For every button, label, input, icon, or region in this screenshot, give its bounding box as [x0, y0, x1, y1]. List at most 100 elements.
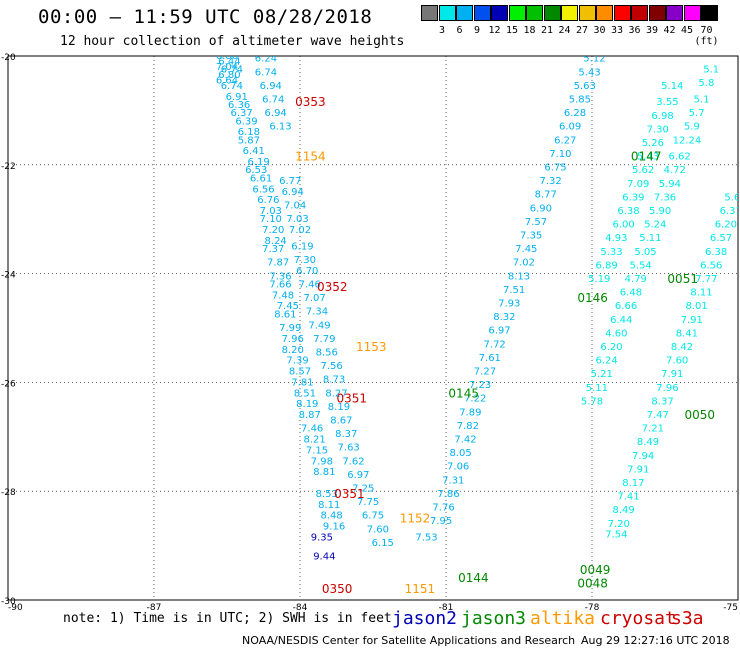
legend-swatch — [631, 5, 648, 21]
legend-swatch — [473, 5, 491, 21]
wave-height-value: 7.98 — [311, 456, 333, 467]
pass-time-label: 0352 — [317, 280, 348, 294]
pass-time-label: 1154 — [295, 150, 326, 164]
wave-height-value: 7.60 — [367, 524, 389, 535]
wave-height-value: 9.35 — [311, 532, 333, 543]
wave-height-value: 7.60 — [666, 356, 688, 367]
legend-label: 45 — [680, 25, 694, 36]
wave-height-value: 7.48 — [272, 290, 294, 301]
wave-height-value: 5.24 — [644, 220, 666, 231]
wave-height-value: 6.75 — [544, 163, 566, 174]
wave-height-value: 6.74 — [221, 81, 243, 92]
wave-height-value: 8.32 — [493, 312, 515, 323]
wave-height-value: 7.34 — [306, 307, 328, 318]
wave-height-value: 7.51 — [503, 285, 525, 296]
legend-swatch — [526, 5, 543, 21]
lon-tick-label: -90 — [8, 603, 23, 613]
legend-swatch — [578, 5, 596, 21]
wave-height-value: 7.39 — [286, 356, 308, 367]
wave-height-value: 5.19 — [588, 274, 610, 285]
wave-height-value: 8.27 — [325, 388, 347, 399]
wave-height-value: 6.44 — [218, 56, 240, 67]
lat-tick-label: -26 — [1, 379, 16, 389]
wave-height-value: 7.89 — [459, 407, 481, 418]
satellite-legend-cryosat: cryosat — [600, 608, 676, 629]
wave-height-value: 4.79 — [625, 274, 647, 285]
pass-time-label: 0049 — [580, 563, 611, 577]
legend-label: 42 — [663, 25, 676, 36]
wave-height-value: 5.90 — [649, 206, 671, 217]
wave-height-value: 5.62 — [632, 165, 654, 176]
wave-height-value: 6.70 — [296, 266, 318, 277]
wave-height-value: 5.11 — [639, 233, 661, 244]
wave-height-value: 8.49 — [637, 437, 659, 448]
legend-swatch — [561, 5, 578, 21]
wave-height-value: 5.05 — [634, 247, 656, 258]
wave-height-value: 6.24 — [595, 356, 617, 367]
wave-height-value: 7.79 — [313, 334, 335, 345]
wave-height-value: 8.11 — [318, 500, 340, 511]
wave-height-value: 7.15 — [306, 445, 328, 456]
wave-height-value: 7.96 — [656, 383, 678, 394]
wave-height-value: 7.22 — [464, 394, 486, 405]
wave-height-value: 6.41 — [243, 146, 265, 157]
footer-note: note: 1) Time is in UTC; 2) SWH is in fe… — [63, 611, 392, 626]
lat-tick-label: -20 — [1, 53, 16, 63]
legend-label: 70 (ft) — [694, 25, 719, 47]
map-title: 00:00 – 11:59 UTC 08/28/2018 — [38, 6, 373, 28]
legend-label: 30 — [593, 25, 606, 36]
legend-swatch — [491, 5, 508, 21]
pass-time-label: 0146 — [577, 291, 608, 305]
wave-height-value: 7.35 — [520, 231, 542, 242]
wave-height-value: 8.48 — [321, 511, 343, 522]
lon-tick-label: -87 — [147, 603, 162, 613]
wave-height-value: 8.57 — [289, 367, 311, 378]
wave-height-value: 5.1 — [703, 65, 719, 76]
wave-height-value: 7.31 — [442, 475, 464, 486]
wave-height-value: 7.21 — [642, 424, 664, 435]
wave-height-value: 5.11 — [586, 383, 608, 394]
wave-height-value: 5.85 — [569, 95, 591, 106]
wave-height-value: 8.19 — [328, 402, 350, 413]
wave-height-value: 8.01 — [686, 301, 708, 312]
wave-height-value: 7.04 — [216, 62, 238, 73]
wave-height-value: 7.30 — [647, 124, 669, 135]
wave-height-value: 6.56 — [700, 260, 722, 271]
pass-time-label: 1151 — [405, 582, 436, 596]
wave-height-value: 8.42 — [671, 342, 693, 353]
pass-time-label: 0351 — [337, 392, 368, 406]
legend-label: 27 — [575, 25, 589, 36]
legend-label: 33 — [610, 25, 624, 36]
wave-height-value: 6.57 — [710, 233, 732, 244]
wave-height-value: 6.09 — [559, 122, 581, 133]
wave-height-value: 6.44 — [610, 315, 632, 326]
wave-height-value: 6.15 — [372, 538, 394, 549]
wave-height-value: 4.72 — [664, 165, 686, 176]
wave-height-value: 6.86 — [216, 51, 238, 62]
legend-swatch — [508, 5, 526, 21]
wave-height-value: 8.41 — [676, 328, 698, 339]
wave-height-value: 7.02 — [513, 258, 535, 269]
wave-height-value: 8.56 — [316, 347, 338, 358]
wave-height-value: 7.91 — [661, 369, 683, 380]
wave-height-value: 8.81 — [313, 467, 335, 478]
wave-height-value: 8.53 — [316, 489, 338, 500]
wave-height-value: 7.06 — [447, 462, 469, 473]
wave-height-value: 5.62 — [724, 192, 740, 203]
lat-tick-label: -22 — [1, 162, 16, 172]
wave-height-value: 6.48 — [620, 288, 642, 299]
legend-swatch — [613, 5, 631, 21]
wave-height-value: 7.54 — [605, 530, 627, 541]
pass-time-label: 1152 — [400, 511, 431, 525]
wave-height-value: 8.37 — [335, 429, 357, 440]
wave-height-value: 8.87 — [299, 410, 321, 421]
legend-swatch — [596, 5, 613, 21]
wave-height-value: 6.62 — [668, 152, 690, 163]
wave-height-value: 6.20 — [600, 342, 622, 353]
wave-height-value: 7.91 — [627, 464, 649, 475]
wave-height-value: 6.19 — [291, 241, 313, 252]
wave-height-value: 7.47 — [647, 410, 669, 421]
wave-height-value: 6.19 — [248, 157, 270, 168]
wave-height-value: 3.55 — [656, 97, 678, 108]
wave-height-value: 7.53 — [415, 532, 437, 543]
